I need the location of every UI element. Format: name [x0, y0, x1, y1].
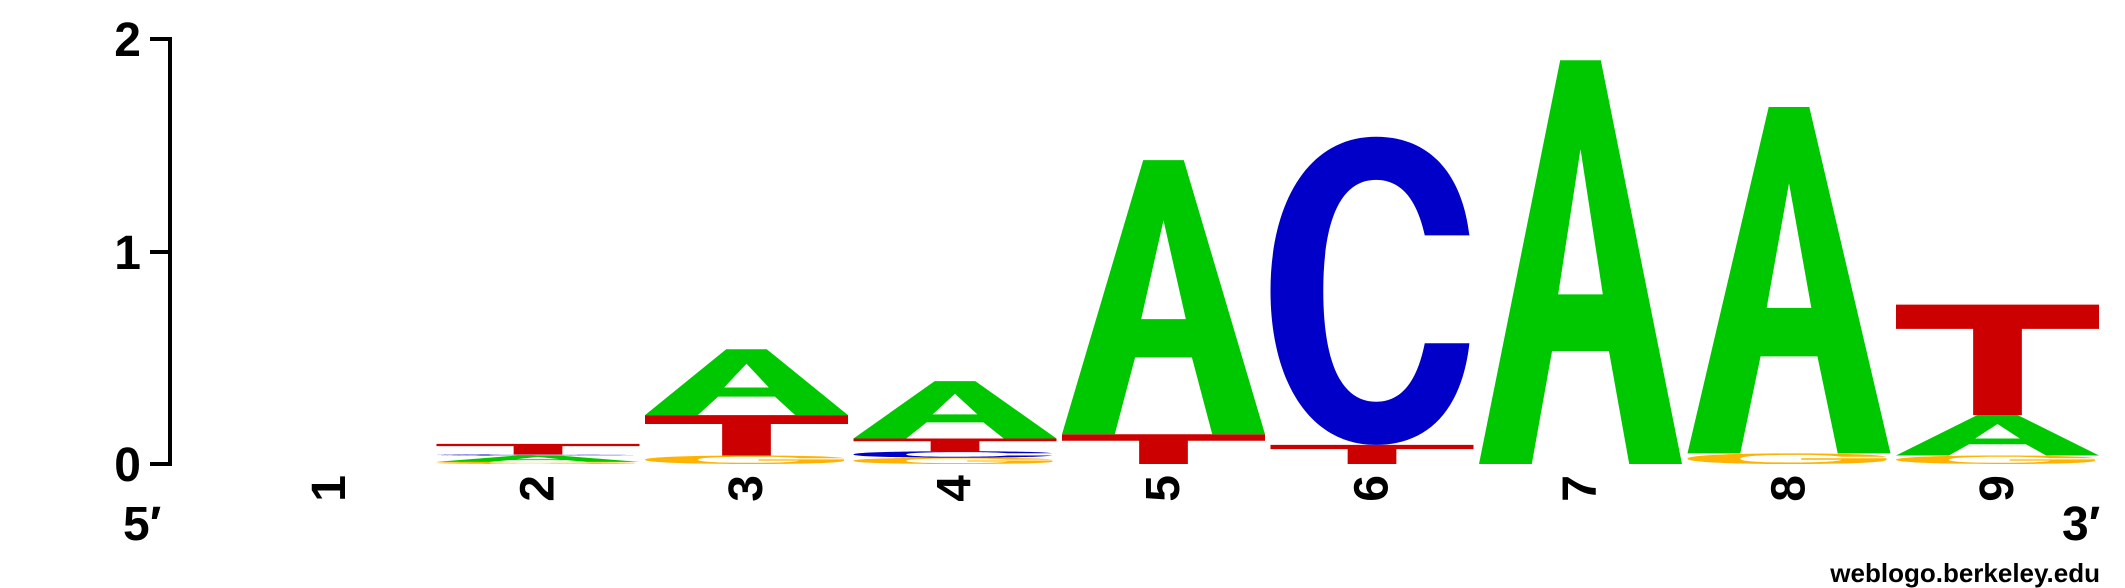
position-label-9: 9 — [1971, 475, 2024, 502]
letter-A-pos-2-1 — [436, 455, 640, 462]
y-tick-label-1: 1 — [114, 227, 141, 280]
five-prime-label: 5′ — [123, 498, 161, 551]
letter-T-pos-9-2 — [1896, 304, 2099, 416]
letter-T-pos-2-3 — [436, 443, 640, 455]
letter-A-pos-4-3 — [853, 381, 1057, 439]
letter-T-pos-3-1 — [645, 415, 848, 456]
position-label-2: 2 — [512, 475, 565, 502]
letter-G-pos-8-0 — [1687, 453, 1887, 464]
letter-C-pos-4-1 — [853, 451, 1053, 458]
letter-A-pos-9-1 — [1896, 415, 2099, 456]
letter-A-pos-3-2 — [645, 349, 848, 416]
position-label-1: 1 — [303, 475, 356, 502]
three-prime-label: 3′ — [2062, 498, 2100, 551]
letter-A-pos-7-0 — [1479, 60, 1682, 464]
y-tick-label-0: 0 — [114, 439, 141, 492]
letter-T-pos-4-2 — [853, 438, 1057, 452]
position-label-8: 8 — [1763, 475, 1816, 502]
letter-T-pos-5-0 — [1062, 434, 1265, 464]
letter-A-pos-8-1 — [1687, 107, 1891, 454]
letter-G-pos-3-0 — [645, 455, 844, 464]
position-label-4: 4 — [929, 475, 982, 502]
position-label-5: 5 — [1137, 475, 1190, 502]
letter-C-pos-6-1 — [1270, 136, 1470, 445]
letter-stacks — [436, 60, 2099, 464]
letter-G-pos-2-0 — [436, 461, 636, 464]
position-label-6: 6 — [1346, 475, 1399, 502]
letter-T-pos-6-0 — [1270, 444, 1474, 464]
y-tick-label-2: 2 — [114, 14, 141, 67]
position-label-7: 7 — [1554, 475, 1607, 502]
letter-A-pos-5-1 — [1062, 160, 1265, 435]
weblogo-credit: weblogo.berkeley.edu — [1829, 558, 2100, 588]
position-label-3: 3 — [720, 475, 773, 502]
letter-G-pos-4-0 — [853, 457, 1053, 464]
letter-G-pos-9-0 — [1896, 455, 2095, 464]
letter-C-pos-2-2 — [436, 454, 636, 456]
position-labels: 1 2 3 4 5 6 7 8 9 — [303, 475, 2024, 502]
y-axis: 2 1 0 — [114, 14, 172, 492]
